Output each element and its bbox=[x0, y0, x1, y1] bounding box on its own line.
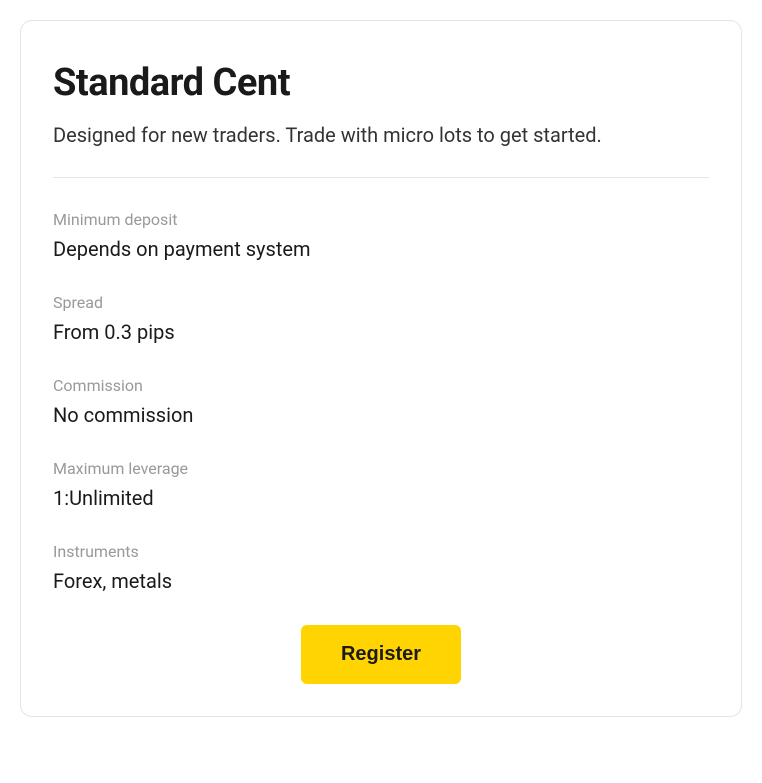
feature-label: Commission bbox=[53, 376, 709, 395]
feature-commission: Commission No commission bbox=[53, 376, 709, 427]
feature-value: From 0.3 pips bbox=[53, 320, 709, 344]
feature-value: No commission bbox=[53, 403, 709, 427]
feature-spread: Spread From 0.3 pips bbox=[53, 293, 709, 344]
card-subtitle: Designed for new traders. Trade with mic… bbox=[53, 121, 709, 149]
feature-value: 1:Unlimited bbox=[53, 486, 709, 510]
register-button[interactable]: Register bbox=[301, 625, 461, 684]
feature-instruments: Instruments Forex, metals bbox=[53, 542, 709, 593]
feature-label: Instruments bbox=[53, 542, 709, 561]
feature-label: Minimum deposit bbox=[53, 210, 709, 229]
feature-label: Maximum leverage bbox=[53, 459, 709, 478]
account-card: Standard Cent Designed for new traders. … bbox=[20, 20, 742, 717]
feature-value: Forex, metals bbox=[53, 569, 709, 593]
feature-maximum-leverage: Maximum leverage 1:Unlimited bbox=[53, 459, 709, 510]
divider bbox=[53, 177, 709, 178]
card-title: Standard Cent bbox=[53, 61, 709, 105]
feature-label: Spread bbox=[53, 293, 709, 312]
feature-value: Depends on payment system bbox=[53, 237, 709, 261]
feature-minimum-deposit: Minimum deposit Depends on payment syste… bbox=[53, 210, 709, 261]
button-container: Register bbox=[53, 625, 709, 684]
